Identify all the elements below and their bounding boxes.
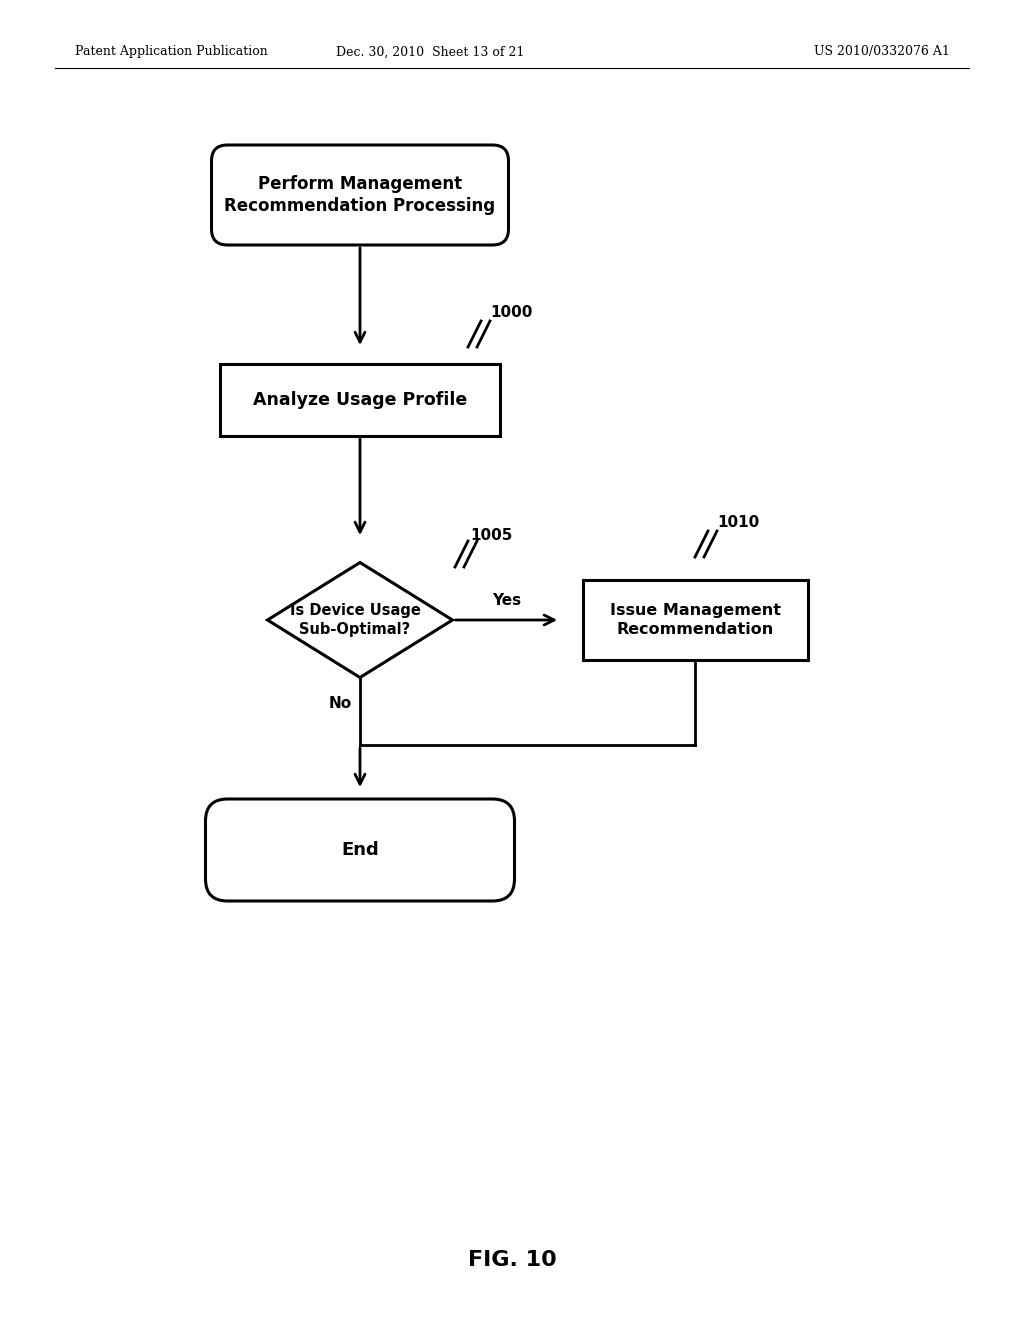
Text: Is Device Usage
Sub-Optimal?: Is Device Usage Sub-Optimal? [290,603,421,636]
Text: Perform Management
Recommendation Processing: Perform Management Recommendation Proces… [224,176,496,215]
FancyBboxPatch shape [220,364,500,436]
Text: No: No [329,696,352,710]
Text: 1010: 1010 [717,515,759,531]
FancyBboxPatch shape [206,799,514,902]
Text: FIG. 10: FIG. 10 [468,1250,556,1270]
Text: US 2010/0332076 A1: US 2010/0332076 A1 [814,45,950,58]
Text: 1005: 1005 [470,528,512,543]
Text: 1000: 1000 [490,305,532,319]
FancyBboxPatch shape [212,145,509,246]
Text: Dec. 30, 2010  Sheet 13 of 21: Dec. 30, 2010 Sheet 13 of 21 [336,45,524,58]
Polygon shape [267,562,453,677]
FancyBboxPatch shape [583,579,808,660]
Text: Issue Management
Recommendation: Issue Management Recommendation [609,603,780,636]
Text: Yes: Yes [492,593,521,609]
Text: Patent Application Publication: Patent Application Publication [75,45,267,58]
Text: Analyze Usage Profile: Analyze Usage Profile [253,391,467,409]
Text: End: End [341,841,379,859]
